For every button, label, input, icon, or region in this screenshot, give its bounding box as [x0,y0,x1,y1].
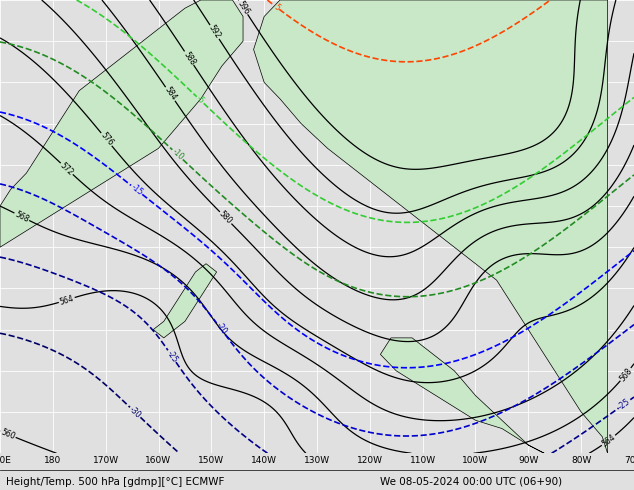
Text: -10: -10 [170,147,185,162]
Text: 564: 564 [600,433,617,448]
Text: 572: 572 [58,161,75,177]
Text: 560: 560 [0,427,16,441]
Text: 150W: 150W [198,456,224,465]
Polygon shape [254,0,607,453]
Text: 592: 592 [207,24,223,41]
Text: -25: -25 [617,396,632,411]
Text: 70W: 70W [624,456,634,465]
Text: 5: 5 [272,2,281,12]
Text: -30: -30 [127,405,143,420]
Text: -25: -25 [165,348,179,364]
Text: 140W: 140W [251,456,277,465]
Text: 80W: 80W [571,456,592,465]
Polygon shape [380,338,544,453]
Text: 170E: 170E [0,456,11,465]
Text: 584: 584 [162,85,178,102]
Text: 588: 588 [181,49,197,67]
Text: -5: -5 [195,94,206,106]
Polygon shape [153,264,217,338]
Text: 90W: 90W [518,456,538,465]
Text: 130W: 130W [304,456,330,465]
Text: -15: -15 [129,182,145,197]
Text: 568: 568 [13,210,30,224]
Text: 100W: 100W [462,456,489,465]
Text: 110W: 110W [410,456,436,465]
Text: 596: 596 [235,0,251,16]
Text: 120W: 120W [357,456,383,465]
Polygon shape [0,0,243,247]
Text: 564: 564 [58,294,75,306]
Text: Height/Temp. 500 hPa [gdmp][°C] ECMWF: Height/Temp. 500 hPa [gdmp][°C] ECMWF [6,477,224,487]
Text: 170W: 170W [93,456,119,465]
Text: 576: 576 [98,131,115,148]
Text: We 08-05-2024 00:00 UTC (06+90): We 08-05-2024 00:00 UTC (06+90) [380,477,562,487]
Text: -20: -20 [214,321,228,337]
Text: 160W: 160W [145,456,172,465]
Text: 580: 580 [217,209,234,226]
Text: 180: 180 [44,456,61,465]
Text: 568: 568 [618,366,634,383]
